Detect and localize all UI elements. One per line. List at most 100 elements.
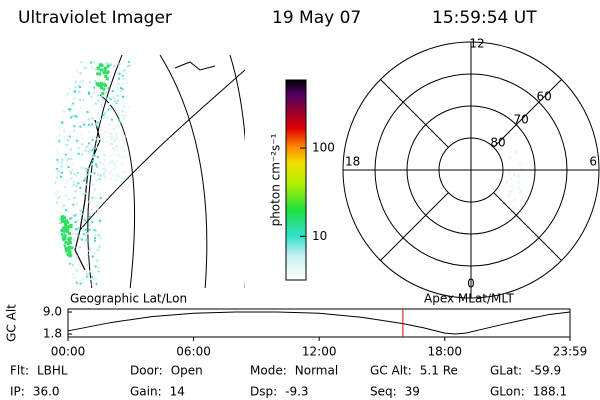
aurora-pixel [54, 278, 56, 281]
aurora-pixel [107, 116, 110, 119]
aurora-pixel [90, 208, 93, 211]
aurora-pixel [48, 66, 50, 68]
mlt-line [493, 79, 562, 148]
aurora-pixel [88, 174, 91, 177]
aurora-pixel [54, 231, 57, 234]
aurora-pixel [96, 165, 99, 168]
aurora-pixel [39, 240, 41, 242]
aurora-pixel [71, 273, 74, 276]
aurora-pixel [84, 167, 87, 170]
aurora-pixel [97, 270, 100, 273]
info-value: LBHL [37, 364, 68, 378]
aurora-pixel [123, 71, 126, 74]
aurora-pixel [117, 77, 120, 80]
aurora-pixel [32, 84, 34, 86]
aurora-pixel [79, 186, 82, 189]
aurora-pixel [110, 161, 113, 164]
aurora-pixel [64, 90, 67, 93]
aurora-pixel [50, 61, 52, 63]
aurora-pixel [107, 106, 110, 109]
aurora-pixel [91, 123, 94, 126]
aurora-pixel [40, 285, 42, 287]
aurora-pixel [117, 124, 120, 127]
aurora-pixel [68, 262, 71, 265]
aurora-pixel [107, 87, 110, 90]
aurora-pixel [54, 129, 57, 132]
aurora-pixel [54, 181, 56, 184]
aurora-pixel [44, 236, 46, 238]
aurora-pixel [115, 101, 118, 104]
aurora-pixel [36, 206, 38, 208]
aurora-pixel [40, 191, 42, 193]
aurora-pixel [64, 240, 68, 244]
aurora-pixel [31, 125, 33, 127]
aurora-pixel [48, 90, 50, 92]
aurora-pixel [77, 146, 80, 149]
aurora-pixel [58, 246, 61, 249]
aurora-pixel [75, 184, 78, 187]
aurora-pixel [92, 156, 95, 159]
aurora-pixel [67, 139, 70, 142]
aurora-pixel [128, 106, 131, 109]
aurora-pixel [40, 119, 42, 121]
aurora-pixel [45, 66, 47, 68]
info-label: IP: [10, 385, 25, 399]
aurora-pixel [57, 161, 60, 164]
aurora-pixel [109, 142, 112, 145]
aurora-pixel [107, 108, 110, 111]
aurora-pixel [66, 66, 69, 69]
aurora-pixel [61, 116, 64, 119]
aurora-pixel [79, 80, 82, 83]
aurora-pixel [43, 121, 45, 123]
aurora-pixel [91, 60, 94, 63]
aurora-pixel [66, 93, 69, 96]
aurora-pixel [60, 249, 64, 253]
aurora-pixel [90, 95, 93, 98]
aurora-pixel [46, 273, 48, 275]
aurora-pixel [45, 92, 47, 94]
aurora-pixel [116, 137, 119, 140]
aurora-pixel [54, 75, 57, 78]
aurora-pixel [95, 179, 98, 182]
panel-label: Apex MLat/MLT [424, 292, 514, 306]
aurora-pixel [44, 241, 46, 243]
aurora-pixel [45, 96, 47, 98]
aurora-pixel [37, 224, 39, 226]
aurora-pixel [83, 179, 86, 182]
aurora-pixel [78, 83, 81, 86]
aurora-pixel [76, 219, 79, 222]
aurora-pixel [44, 244, 46, 246]
aurora-pixel [52, 179, 54, 181]
aurora-pixel [510, 177, 513, 180]
aurora-pixel [63, 252, 67, 256]
mlt-line [380, 79, 449, 148]
aurora-pixel [103, 83, 107, 87]
info-value: -59.9 [530, 364, 561, 378]
aurora-pixel [36, 168, 38, 170]
aurora-pixel [61, 60, 64, 63]
aurora-pixel [99, 237, 102, 240]
aurora-pixel [37, 230, 39, 232]
aurora-pixel [70, 116, 73, 119]
aurora-pixel [54, 226, 56, 229]
aurora-pixel [104, 114, 107, 117]
aurora-pixel [61, 102, 64, 105]
aurora-pixel [55, 264, 58, 267]
aurora-pixel [39, 166, 41, 168]
aurora-pixel [87, 91, 90, 94]
aurora-pixel [88, 142, 91, 145]
info-value: 39 [405, 385, 420, 399]
aurora-pixel [40, 117, 42, 119]
aurora-pixel [91, 221, 94, 224]
aurora-pixel [37, 102, 39, 104]
aurora-pixel [51, 274, 53, 276]
aurora-pixel [63, 64, 66, 67]
aurora-pixel [99, 68, 103, 72]
aurora-pixel [55, 211, 58, 214]
map-grid [74, 55, 245, 288]
aurora-pixel [68, 135, 71, 138]
aurora-pixel [32, 78, 34, 80]
colorbar-label: photon cm⁻²s⁻¹ [269, 133, 283, 226]
aurora-pixel [73, 129, 76, 132]
aurora-pixel [82, 282, 85, 285]
